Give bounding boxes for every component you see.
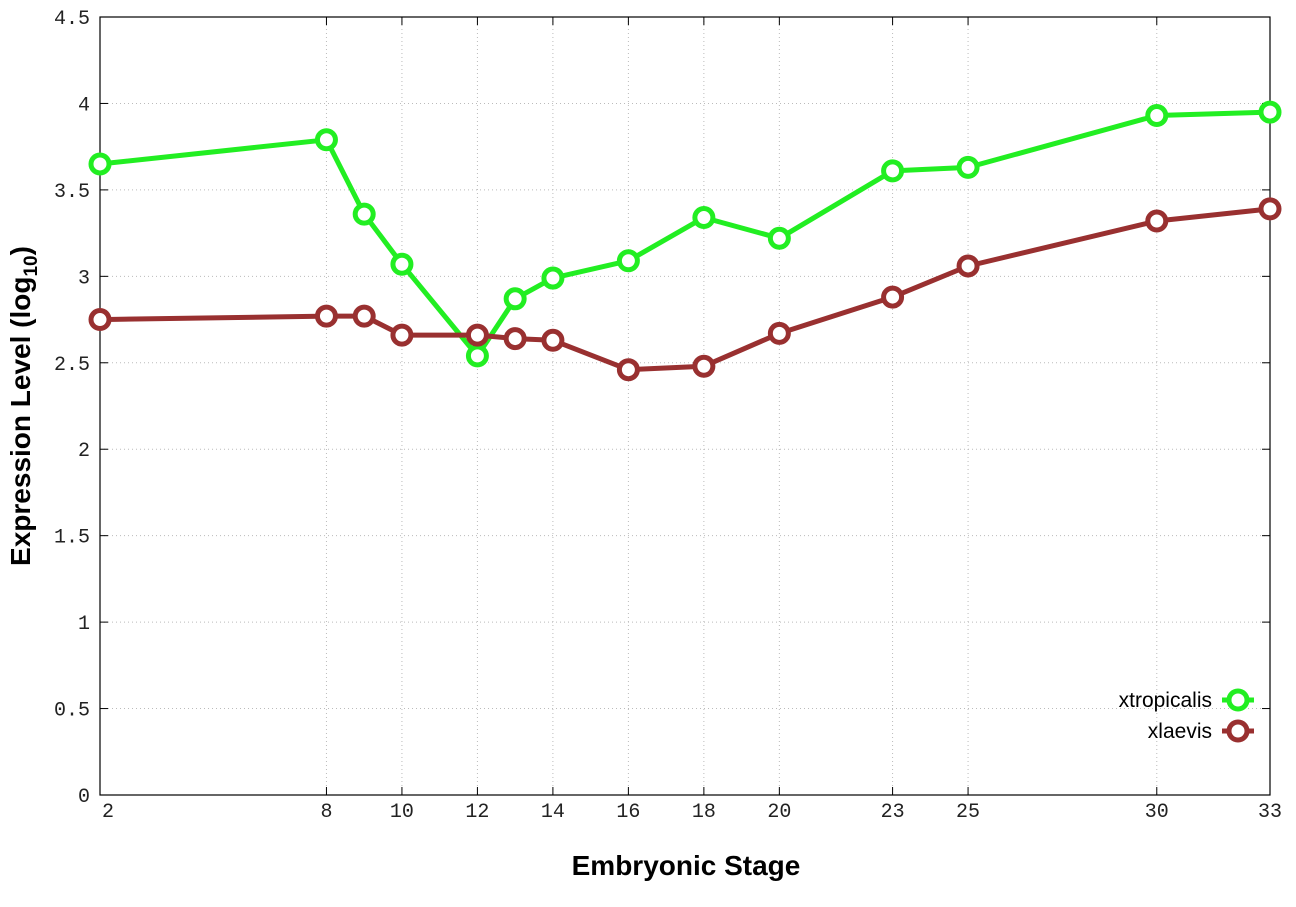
series-line-xlaevis bbox=[99, 206, 1271, 373]
data-point-xlaevis bbox=[88, 308, 112, 332]
y-tick-label: 2.5 bbox=[54, 354, 90, 377]
data-point-xtropicalis bbox=[390, 252, 414, 276]
x-tick-label: 2 bbox=[102, 801, 114, 824]
data-point-xtropicalis bbox=[541, 266, 565, 290]
y-axis-title-main: Expression Level (log bbox=[5, 277, 36, 566]
x-tick-label: 18 bbox=[692, 801, 716, 824]
y-tick-label: 0 bbox=[78, 786, 90, 809]
data-point-xlaevis bbox=[616, 358, 640, 382]
data-point-xtropicalis bbox=[692, 206, 716, 230]
data-point-xtropicalis bbox=[881, 159, 905, 183]
data-point-xlaevis bbox=[1145, 209, 1169, 233]
y-tick-label: 4.5 bbox=[54, 8, 90, 31]
x-tick-label: 10 bbox=[390, 801, 414, 824]
data-point-xtropicalis bbox=[1145, 104, 1169, 128]
data-point-xlaevis bbox=[503, 327, 527, 351]
x-tick-label: 25 bbox=[956, 801, 980, 824]
x-tick-label: 12 bbox=[465, 801, 489, 824]
y-tick-label: 3 bbox=[78, 267, 90, 290]
y-axis-title-close: ) bbox=[5, 246, 36, 255]
legend-marker-xlaevis bbox=[1226, 719, 1250, 743]
y-axis-title-subscript: 10 bbox=[21, 255, 42, 276]
data-point-xlaevis bbox=[881, 285, 905, 309]
data-point-xlaevis bbox=[767, 321, 791, 345]
data-point-xtropicalis bbox=[88, 152, 112, 176]
axis-ticks: 0 0.5 1 1.5 2 2.5 3 3.5 4 4.5 2 8 10 12 14 16 18 20 23 25 30… bbox=[54, 8, 1282, 824]
x-axis-title: Embryonic Stage bbox=[572, 850, 801, 881]
y-tick-label: 3.5 bbox=[54, 181, 90, 204]
data-point-xlaevis bbox=[1258, 197, 1282, 221]
data-point-xtropicalis bbox=[465, 344, 489, 368]
series-xlaevis bbox=[88, 197, 1282, 382]
data-point-xlaevis bbox=[314, 304, 338, 328]
data-point-xlaevis bbox=[352, 304, 376, 328]
x-tick-label: 16 bbox=[616, 801, 640, 824]
data-point-xlaevis bbox=[692, 354, 716, 378]
x-tick-label: 20 bbox=[767, 801, 791, 824]
legend-label-xlaevis: xlaevis bbox=[1148, 720, 1212, 743]
y-tick-label: 0.5 bbox=[54, 700, 90, 723]
y-tick-label: 1 bbox=[78, 613, 90, 636]
x-tick-label: 8 bbox=[320, 801, 332, 824]
plot-frame bbox=[99, 16, 1271, 796]
y-axis-title: Expression Level (log10) bbox=[5, 246, 42, 566]
x-tick-label: 30 bbox=[1145, 801, 1169, 824]
series-lines bbox=[88, 100, 1282, 382]
x-tick-label: 14 bbox=[541, 801, 565, 824]
data-point-xtropicalis bbox=[616, 249, 640, 273]
data-point-xlaevis bbox=[465, 323, 489, 347]
grid-lines bbox=[100, 17, 1270, 795]
data-point-xlaevis bbox=[956, 254, 980, 278]
y-tick-label: 4 bbox=[78, 94, 90, 117]
series-xtropicalis bbox=[88, 100, 1282, 368]
x-tick-label: 33 bbox=[1258, 801, 1282, 824]
legend-marker-xtropicalis bbox=[1226, 688, 1250, 712]
x-tick-label: 23 bbox=[881, 801, 905, 824]
y-tick-label: 1.5 bbox=[54, 527, 90, 550]
data-point-xtropicalis bbox=[503, 287, 527, 311]
data-point-xtropicalis bbox=[352, 202, 376, 226]
legend: xtropicalis xlaevis bbox=[1119, 688, 1254, 743]
data-point-xtropicalis bbox=[1258, 100, 1282, 124]
y-tick-label: 2 bbox=[78, 440, 90, 463]
data-point-xtropicalis bbox=[767, 226, 791, 250]
legend-label-xtropicalis: xtropicalis bbox=[1119, 689, 1212, 712]
data-point-xtropicalis bbox=[314, 128, 338, 152]
data-point-xlaevis bbox=[390, 323, 414, 347]
data-point-xlaevis bbox=[541, 328, 565, 352]
data-point-xtropicalis bbox=[956, 155, 980, 179]
